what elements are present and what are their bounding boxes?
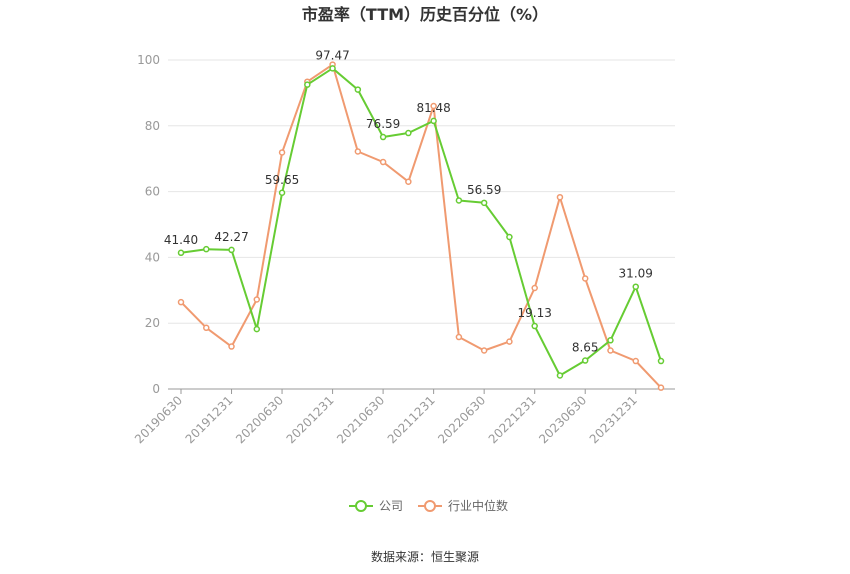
legend-item-0[interactable]: 公司 [349, 499, 403, 513]
y-tick-label: 40 [145, 250, 160, 264]
legend-marker [424, 500, 436, 512]
data-point [430, 102, 437, 110]
x-tick-label: 20221231 [486, 393, 539, 446]
data-point [480, 347, 488, 354]
data-label: 19.13 [518, 306, 552, 320]
y-tick-label: 80 [145, 119, 160, 133]
data-point [506, 338, 513, 345]
x-tick-label: 20201231 [284, 393, 337, 446]
legend-item-1[interactable]: 行业中位数 [418, 498, 508, 513]
data-point [430, 117, 437, 125]
series-line-1 [180, 63, 662, 389]
data-point [329, 65, 336, 72]
data-point [581, 357, 589, 364]
x-tick-label: 20220630 [435, 393, 488, 446]
data-point [506, 233, 513, 241]
data-point [632, 357, 639, 365]
data-point [556, 193, 564, 201]
data-label: 76.59 [366, 117, 400, 131]
data-label: 97.47 [315, 48, 349, 62]
data-point [632, 283, 639, 290]
data-point [455, 333, 463, 341]
data-labels: 41.40 42.27 59.65 97.47 76.59 81.48 56.59 19.13… [164, 48, 653, 354]
data-point [657, 357, 665, 365]
legend-marker [355, 500, 367, 512]
grid [168, 59, 675, 324]
x-tick-label: 20230630 [536, 393, 589, 446]
source-note: 数据来源：恒生聚源 [371, 549, 479, 564]
data-point [354, 86, 362, 93]
data-point [607, 347, 614, 354]
x-tick-label: 20211231 [385, 393, 438, 446]
legend-label: 行业中位数 [448, 498, 508, 513]
data-point [455, 197, 463, 204]
data-point [379, 158, 387, 166]
data-point [278, 189, 286, 197]
data-point [379, 133, 387, 141]
data-label: 31.09 [619, 267, 653, 281]
data-point [253, 296, 261, 303]
data-point [556, 372, 564, 379]
data-point [304, 81, 311, 88]
data-label: 59.65 [265, 173, 299, 187]
x-tick-label: 20231231 [587, 393, 640, 446]
series-line-0 [180, 67, 662, 377]
x-tick-label: 20190630 [132, 393, 185, 446]
data-point [480, 199, 488, 207]
data-point [657, 384, 665, 391]
data-point [253, 325, 261, 333]
legend: 公司 行业中位数 [349, 498, 508, 513]
data-point [405, 129, 412, 137]
data-point [177, 249, 185, 257]
y-tick-label: 100 [137, 53, 160, 67]
data-point [607, 337, 614, 344]
data-point [228, 343, 235, 350]
data-point [203, 324, 210, 332]
data-point [531, 284, 538, 292]
data-point [203, 245, 210, 253]
data-point [531, 322, 538, 330]
x-tick-label: 20210630 [334, 393, 387, 446]
data-point [177, 298, 185, 306]
series-layer [177, 61, 665, 391]
data-label: 81.48 [416, 101, 450, 115]
data-point [228, 246, 235, 254]
data-label: 8.65 [572, 341, 599, 355]
x-tick-label: 20200630 [233, 393, 286, 446]
data-label: 41.40 [164, 233, 198, 247]
data-point [405, 178, 412, 185]
chart-title: 市盈率（TTM）历史百分位（%） [302, 5, 548, 24]
legend-label: 公司 [379, 499, 403, 513]
data-label: 56.59 [467, 183, 501, 197]
y-tick-label: 0 [152, 382, 160, 396]
data-point [581, 275, 589, 282]
y-tick-label: 60 [145, 185, 160, 199]
y-tick-label: 20 [145, 316, 160, 330]
data-point [354, 148, 362, 155]
x-tick-label: 20191231 [183, 393, 236, 446]
data-point [278, 149, 286, 156]
data-label: 42.27 [214, 230, 248, 244]
